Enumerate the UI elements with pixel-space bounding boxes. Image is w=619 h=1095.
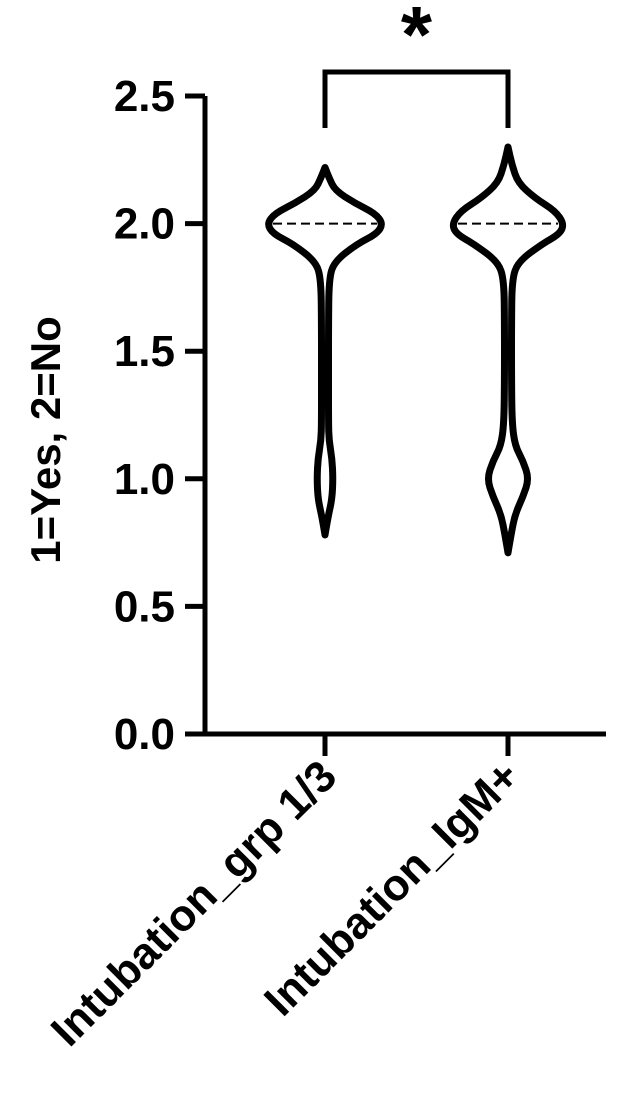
y-tick-label: 2.0 bbox=[114, 200, 175, 249]
violin-group bbox=[265, 143, 567, 557]
violin-shape bbox=[265, 163, 385, 539]
y-tick-label: 1.5 bbox=[114, 327, 175, 376]
y-tick-label: 0.5 bbox=[114, 582, 175, 631]
y-axis-title: 1=Yes, 2=No bbox=[22, 316, 69, 564]
y-tick-label: 2.5 bbox=[114, 72, 175, 121]
y-tick-label: 0.0 bbox=[114, 710, 175, 759]
y-tick-label: 1.0 bbox=[114, 455, 175, 504]
y-axis: 0.0 0.5 1.0 1.5 2.0 2.5 bbox=[114, 72, 606, 759]
significance-bracket bbox=[322, 69, 511, 128]
significance-annotation: * bbox=[322, 0, 511, 128]
significance-star: * bbox=[401, 0, 433, 79]
axis-lines bbox=[202, 96, 606, 737]
violin-shape bbox=[449, 143, 567, 557]
